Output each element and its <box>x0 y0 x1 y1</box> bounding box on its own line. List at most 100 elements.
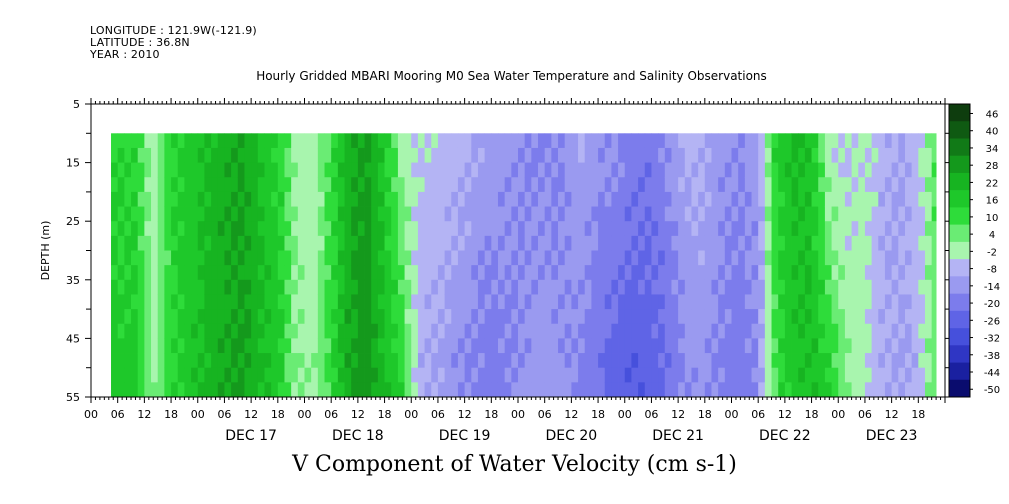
heatmap-cell <box>704 279 712 295</box>
heatmap-cell <box>157 353 165 369</box>
heatmap-cell <box>578 191 586 207</box>
heatmap-cell <box>431 309 439 325</box>
heatmap-cell <box>638 338 646 354</box>
heatmap-cell <box>758 265 766 281</box>
heatmap-cell <box>731 323 739 339</box>
heatmap-cell <box>704 353 712 369</box>
heatmap-cell <box>544 206 552 222</box>
heatmap-cell <box>251 309 259 325</box>
heatmap-cell <box>211 191 219 207</box>
heatmap-cell <box>331 265 339 281</box>
heatmap-cell <box>124 191 132 207</box>
heatmap-cell <box>811 279 819 295</box>
heatmap-cell <box>724 147 732 163</box>
heatmap-cell <box>304 133 312 149</box>
heatmap-cell <box>704 294 712 310</box>
heatmap-cell <box>204 382 212 398</box>
x-hour-label: 00 <box>831 408 845 421</box>
heatmap-cell <box>384 353 392 369</box>
heatmap-cell <box>571 353 579 369</box>
heatmap-cell <box>858 323 866 339</box>
heatmap-cell <box>671 265 679 281</box>
heatmap-cell <box>431 191 439 207</box>
heatmap-cell <box>411 235 419 251</box>
heatmap-cell <box>391 338 399 354</box>
heatmap-cell <box>898 206 906 222</box>
heatmap-cell <box>651 353 659 369</box>
heatmap-cell <box>911 309 919 325</box>
heatmap-cell <box>684 279 692 295</box>
heatmap-cell <box>244 323 252 339</box>
heatmap-cell <box>531 206 539 222</box>
heatmap-cell <box>151 221 159 237</box>
heatmap-cell <box>558 382 566 398</box>
heatmap-cell <box>524 382 532 398</box>
heatmap-cell <box>658 206 666 222</box>
heatmap-cell <box>177 162 185 178</box>
heatmap-cell <box>718 338 726 354</box>
heatmap-cell <box>171 133 179 149</box>
heatmap-cell <box>891 367 899 383</box>
heatmap-cell <box>251 294 259 310</box>
heatmap-cell <box>184 323 192 339</box>
heatmap-cell <box>351 177 359 193</box>
heatmap-cell <box>738 133 746 149</box>
heatmap-cell <box>584 309 592 325</box>
heatmap-cell <box>491 353 499 369</box>
heatmap-cell <box>618 294 626 310</box>
heatmap-cell <box>391 177 399 193</box>
heatmap-cell <box>624 279 632 295</box>
heatmap-cell <box>631 323 639 339</box>
heatmap-cell <box>924 235 933 251</box>
heatmap-cell <box>538 309 546 325</box>
heatmap-cell <box>684 265 692 281</box>
heatmap-cell <box>197 133 205 149</box>
heatmap-cell <box>324 382 332 398</box>
heatmap-cell <box>871 382 879 398</box>
heatmap-cell <box>611 147 619 163</box>
heatmap-cell <box>344 250 352 266</box>
heatmap-cell <box>124 382 132 398</box>
heatmap-cell <box>224 382 232 398</box>
heatmap-cell <box>437 221 446 237</box>
heatmap-cell <box>164 294 172 310</box>
heatmap-cell <box>464 221 472 237</box>
heatmap-cell <box>111 162 119 178</box>
heatmap-cell <box>297 279 305 295</box>
heatmap-cell <box>898 133 906 149</box>
heatmap-cell <box>858 309 866 325</box>
heatmap-cell <box>284 147 292 163</box>
heatmap-cell <box>771 221 779 237</box>
heatmap-cell <box>471 177 479 193</box>
heatmap-cell <box>371 221 379 237</box>
heatmap-cell <box>111 338 119 354</box>
heatmap-cell <box>491 133 499 149</box>
heatmap-cell <box>644 309 652 325</box>
heatmap-cell <box>384 294 392 310</box>
heatmap-cell <box>237 191 245 207</box>
heatmap-cell <box>644 279 652 295</box>
heatmap-cell <box>357 309 365 325</box>
heatmap-cell <box>918 323 926 339</box>
heatmap-cell <box>357 338 365 354</box>
heatmap-cell <box>604 250 612 266</box>
heatmap-cell <box>758 206 766 222</box>
heatmap-cell <box>277 353 285 369</box>
heatmap-cell <box>678 309 686 325</box>
heatmap-cell <box>724 221 732 237</box>
heatmap-cell <box>317 162 325 178</box>
heatmap-cell <box>638 147 646 163</box>
heatmap-cell <box>217 191 225 207</box>
heatmap-cell <box>784 353 792 369</box>
heatmap-cell <box>151 177 159 193</box>
heatmap-cell <box>724 309 732 325</box>
heatmap-cell <box>137 338 145 354</box>
heatmap-cell <box>411 206 419 222</box>
heatmap-cell <box>818 147 826 163</box>
heatmap-cell <box>831 294 839 310</box>
heatmap-cell <box>504 353 512 369</box>
heatmap-cell <box>884 382 893 398</box>
heatmap-cell <box>344 177 352 193</box>
heatmap-cell <box>684 367 692 383</box>
heatmap-cell <box>524 133 532 149</box>
